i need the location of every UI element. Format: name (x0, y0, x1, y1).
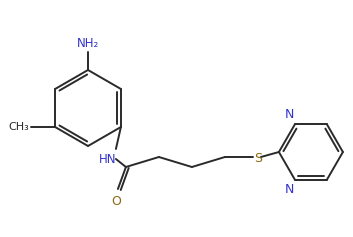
Text: HN: HN (99, 153, 116, 166)
Text: CH₃: CH₃ (8, 122, 29, 132)
Text: N: N (285, 183, 294, 196)
Text: O: O (111, 195, 121, 208)
Text: NH₂: NH₂ (77, 37, 99, 50)
Text: S: S (254, 151, 262, 164)
Text: N: N (285, 108, 294, 121)
